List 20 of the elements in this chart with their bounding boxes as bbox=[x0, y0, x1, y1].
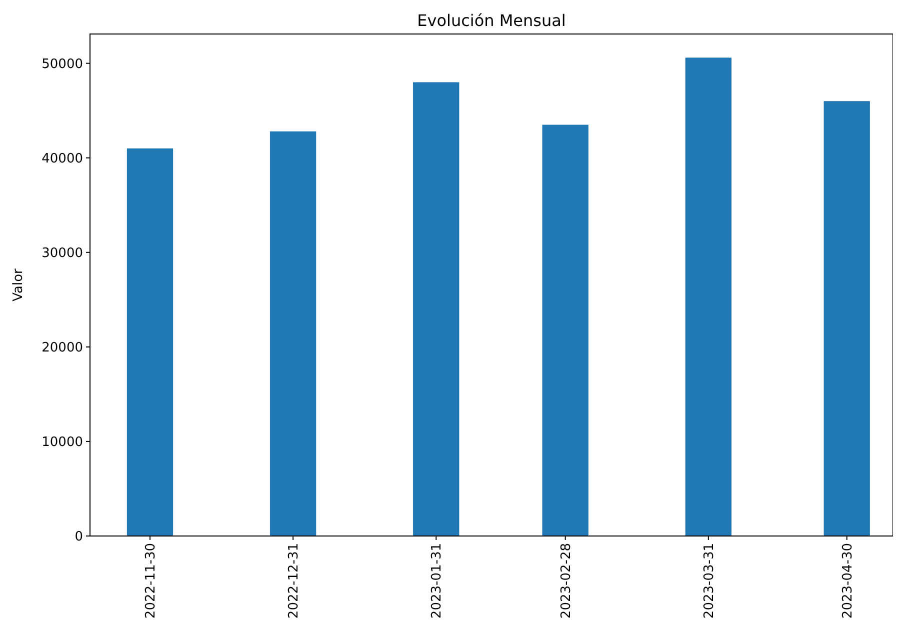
y-tick-label: 30000 bbox=[42, 246, 83, 261]
bar bbox=[542, 124, 588, 536]
y-tick-label: 10000 bbox=[42, 435, 83, 450]
y-axis-title: Valor bbox=[11, 268, 26, 302]
chart-title: Evolución Mensual bbox=[417, 11, 566, 30]
bar bbox=[270, 131, 316, 536]
x-tick-label: 2022-11-30 bbox=[144, 543, 159, 619]
y-tick-label: 50000 bbox=[42, 56, 83, 72]
x-tick-label: 2023-02-28 bbox=[558, 543, 574, 619]
y-tick-label: 20000 bbox=[42, 340, 83, 356]
x-tick-label: 2023-01-31 bbox=[430, 543, 445, 619]
x-tick-label: 2022-12-31 bbox=[286, 543, 302, 619]
y-tick-label: 40000 bbox=[42, 151, 83, 166]
y-tick-label: 0 bbox=[74, 530, 83, 545]
x-tick-label: 2023-03-31 bbox=[702, 543, 717, 619]
bar bbox=[824, 101, 870, 536]
bar bbox=[413, 82, 460, 536]
bar bbox=[126, 148, 174, 536]
bar bbox=[685, 58, 732, 536]
x-tick-label: 2023-04-30 bbox=[840, 543, 856, 619]
